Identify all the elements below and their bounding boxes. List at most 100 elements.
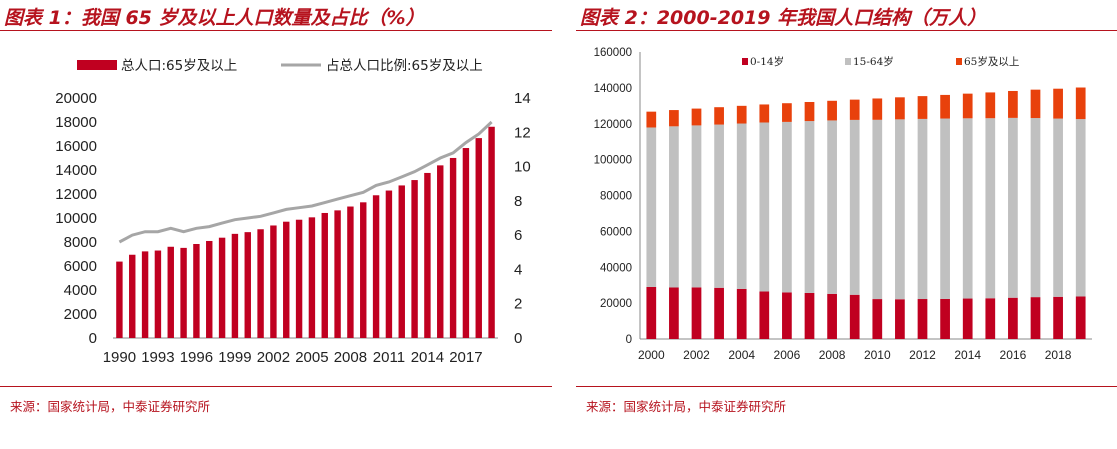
legend-label: 0-14岁	[750, 55, 784, 68]
bar-segment-65plus	[895, 97, 905, 120]
ratio-line	[118, 120, 493, 244]
bar	[129, 254, 136, 338]
bar-segment-15-64	[827, 120, 837, 294]
bar	[154, 250, 162, 338]
y-tick-label: 14000	[55, 162, 97, 179]
source-divider	[0, 386, 552, 387]
bar-segment-0-14	[782, 292, 792, 339]
y2-tick-label: 6	[514, 227, 522, 244]
bar-segment-0-14	[962, 298, 973, 339]
legend-swatch	[956, 58, 962, 65]
bar-segment-15-64	[1008, 117, 1018, 298]
y-tick-label: 0	[626, 334, 632, 346]
bar-segment-0-14	[736, 288, 747, 339]
bar-segment-65plus	[782, 103, 792, 122]
bar	[283, 221, 290, 338]
elderly-population-chart: 0 2000 4000 6000 8000 10000 12000 14000 16000 180…	[55, 58, 531, 366]
bar	[385, 190, 393, 338]
bar-segment-15-64	[962, 118, 973, 299]
bar	[295, 219, 303, 338]
chart2-source: 来源：国家统计局，中泰证券研究所	[586, 399, 787, 414]
bar-segment-0-14	[714, 287, 724, 339]
y-tick-label: 10000	[55, 210, 97, 227]
bar-segment-65plus	[759, 104, 770, 123]
bar	[411, 180, 418, 338]
bar-segment-15-64	[804, 121, 815, 293]
x-tick-label: 2014	[954, 348, 981, 362]
x-tick-label: 2012	[909, 348, 936, 362]
bar-segment-15-64	[1030, 118, 1041, 298]
chart1-source: 来源：国家统计局，中泰证券研究所	[10, 399, 211, 414]
x-tick-label: 2000	[638, 348, 665, 362]
bar	[206, 240, 213, 338]
bar-segment-15-64	[940, 118, 950, 299]
source-divider	[576, 386, 1117, 387]
x-tick-label: 1990	[103, 349, 136, 366]
bar	[449, 157, 457, 338]
bar-segment-15-64	[985, 118, 996, 299]
bar	[488, 126, 495, 338]
bar	[116, 261, 123, 338]
bar-segment-65plus	[691, 108, 702, 126]
x-tick-label: 2002	[683, 348, 710, 362]
bar-segment-0-14	[1030, 297, 1041, 339]
bar	[360, 202, 367, 338]
bar-segment-0-14	[804, 292, 815, 339]
legend-swatch-bar	[77, 60, 117, 70]
bar-segment-65plus	[1053, 88, 1063, 119]
bar	[167, 246, 174, 338]
bar-segment-15-64	[1075, 119, 1086, 297]
bar-segment-15-64	[895, 119, 905, 300]
y-tick-label: 100000	[594, 155, 632, 167]
chart2-title: 图表 2：2000-2019 年我国人口结构（万人）	[580, 7, 987, 29]
y-tick-label: 2000	[64, 306, 97, 323]
y-tick-label: 6000	[64, 258, 97, 275]
bar	[270, 225, 277, 338]
bar-segment-0-14	[917, 299, 928, 339]
bar-segment-0-14	[940, 298, 950, 339]
bar-segment-0-14	[669, 287, 679, 339]
y-tick-label: 140000	[594, 83, 632, 95]
x-tick-label: 2016	[1000, 348, 1027, 362]
x-tick-label: 2018	[1045, 348, 1072, 362]
bar-segment-65plus	[962, 93, 973, 119]
bar-segment-15-64	[1053, 118, 1063, 297]
bar-segment-65plus	[714, 107, 724, 125]
bar-segment-65plus	[1075, 87, 1086, 120]
bar-segment-0-14	[985, 298, 996, 339]
x-tick-label: 1993	[141, 349, 174, 366]
y2-tick-label: 2	[514, 296, 522, 313]
y-tick-label: 80000	[600, 191, 632, 203]
bar-segment-65plus	[985, 92, 996, 119]
bar-segment-15-64	[759, 122, 770, 292]
y2-tick-label: 4	[514, 261, 522, 278]
bar	[180, 247, 187, 338]
bar-segment-65plus	[1008, 90, 1018, 118]
bar	[424, 172, 431, 338]
bar-segment-15-64	[782, 121, 792, 293]
legend-label: 15-64岁	[853, 55, 894, 68]
panel-population-structure: 图表 2：2000-2019 年我国人口结构（万人） 0 20000 40000 60…	[576, 0, 1117, 449]
y2-tick-label: 8	[514, 193, 522, 210]
bar	[398, 185, 405, 338]
bar-segment-65plus	[917, 96, 928, 119]
y-tick-label: 40000	[600, 262, 632, 274]
bar-segment-0-14	[895, 299, 905, 339]
x-tick-label: 1996	[180, 349, 213, 366]
bar	[347, 206, 354, 338]
x-tick-label: 2017	[449, 349, 482, 366]
chart1-title: 图表 1：我国 65 岁及以上人口数量及占比（%）	[4, 7, 425, 29]
bar	[372, 195, 380, 338]
bar-segment-0-14	[646, 286, 657, 339]
bar-segment-15-64	[714, 124, 724, 288]
x-tick-label: 2002	[257, 349, 290, 366]
bar-segment-65plus	[646, 111, 657, 128]
x-tick-label: 2004	[728, 348, 755, 362]
y2-tick-label: 12	[514, 124, 531, 141]
bar-segment-65plus	[736, 105, 747, 124]
title-divider	[576, 30, 1117, 31]
x-tick-label: 1999	[218, 349, 251, 366]
bar-segment-65plus	[872, 98, 883, 120]
y-tick-label: 60000	[600, 226, 632, 238]
bar	[475, 138, 482, 338]
